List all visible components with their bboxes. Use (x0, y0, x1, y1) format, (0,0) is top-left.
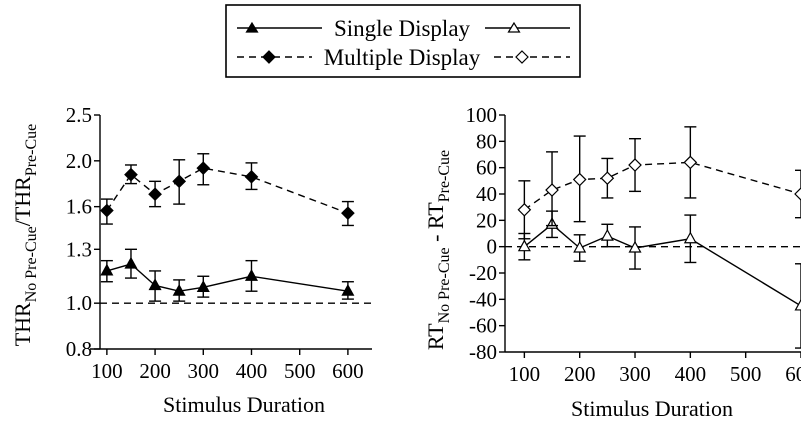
chart-left-series-single-point (100, 263, 114, 276)
chart-left-ylabel: THRNo Pre-Cue/THRPre-Cue (10, 124, 40, 347)
legend-single-label: Single Display (334, 16, 471, 41)
chart-right-series-multiple-point (683, 155, 698, 170)
chart-right-xtick-label: 400 (675, 362, 707, 386)
chart-right-ytick-label: -60 (469, 314, 497, 338)
chart-right-series-multiple-point (794, 187, 801, 201)
chart-left-xtick-label: 300 (188, 359, 220, 383)
chart-left-ytick-label: 0.8 (66, 337, 92, 361)
chart-right: RTNo Pre-Cue - RTPre-Cue -80-60 -40-200 20… (423, 103, 801, 421)
chart-left-ylabel-text: THRNo Pre-Cue/THRPre-Cue (10, 124, 40, 347)
legend-multiple-marker-filled (262, 50, 276, 64)
chart-right-ylabel-sep: - RT (423, 202, 448, 248)
chart-left-series-single-point (172, 283, 186, 296)
chart-right-series-single-line (523, 223, 801, 307)
chart-right-ylabel-main: RT (423, 323, 448, 350)
chart-left-series-single-line (106, 263, 349, 292)
chart-left-xlabel: Stimulus Duration (163, 392, 325, 417)
chart-right-ytick-label: 40 (476, 182, 497, 206)
chart-left-axes: 0.8 1.0 1.3 1.6 2.0 2.5 100 200 300 400 500 600 (66, 103, 372, 383)
legend-multiple-marker-open (515, 50, 529, 64)
chart-left-series-multiple-point (148, 187, 162, 202)
chart-right-xtick-label: 500 (730, 362, 762, 386)
chart-right-series-multiple-line (523, 161, 801, 211)
legend-entry-multiple: Multiple Display (237, 45, 570, 70)
chart-left-series-multiple-point (100, 203, 114, 218)
chart-right-xtick-label: 300 (619, 362, 651, 386)
chart-right-series-single-point (600, 228, 614, 241)
chart-right-series-multiple-point (600, 171, 615, 186)
legend-entry-single: Single Display (237, 16, 570, 41)
legend-single-marker-open (507, 21, 521, 33)
chart-left-xtick-label: 500 (284, 359, 316, 383)
chart-left-ytick-label: 1.6 (66, 195, 92, 219)
chart-left-ylabel-sub1: No Pre-Cue (23, 226, 40, 302)
chart-right-xtick-label: 200 (564, 362, 596, 386)
chart-left-series-multiple-point (172, 174, 187, 189)
legend-single-marker-filled (245, 21, 259, 33)
chart-left-xtick-label: 200 (139, 359, 171, 383)
chart-right-ylabel: RTNo Pre-Cue - RTPre-Cue (423, 150, 453, 350)
chart-left-series-single-point (148, 278, 162, 291)
chart-right-ytick-label: 60 (476, 156, 497, 180)
legend: Single Display Multiple Display (225, 4, 581, 78)
chart-right-series-single-point (628, 240, 642, 253)
chart-left-ylabel-sep: /THR (10, 176, 35, 226)
chart-right-ytick-label: 100 (466, 103, 498, 127)
chart-left-series-single-point (341, 283, 355, 296)
chart-right-xtick-label: 100 (509, 362, 541, 386)
chart-right-ytick-label: -40 (469, 287, 497, 311)
chart-right-series-multiple-point (572, 172, 587, 187)
chart-left-ytick-label: 2.0 (66, 149, 92, 173)
chart-right-xlabel: Stimulus Duration (571, 396, 733, 421)
chart-left-series-multiple-point (341, 206, 355, 221)
chart-right-series-multiple-point (517, 202, 532, 217)
chart-right-ytick-label: 0 (487, 235, 498, 259)
chart-left: THRNo Pre-Cue/THRPre-Cue 0.8 1.0 1.3 1.6 2.0… (10, 103, 372, 417)
chart-left-xtick-label: 100 (91, 359, 123, 383)
legend-multiple-label: Multiple Display (324, 45, 481, 70)
chart-left-series-single-point (196, 280, 210, 292)
chart-right-ytick-label: 20 (476, 208, 497, 232)
chart-right-series-multiple-point (545, 183, 559, 197)
chart-left-ylabel-main: THR (10, 302, 35, 346)
chart-right-ylabel-sub1: No Pre-Cue (436, 247, 453, 323)
chart-left-series-multiple-point (196, 161, 211, 175)
chart-right-ytick-label: -20 (469, 261, 497, 285)
chart-right-ylabel-sub2: Pre-Cue (436, 150, 453, 202)
chart-left-series-multiple-line (106, 167, 349, 214)
chart-right-series-multiple-point (628, 158, 642, 172)
chart-right-series-single-point (794, 298, 801, 311)
chart-left-ytick-label: 1.3 (66, 237, 92, 261)
chart-left-ylabel-sub2: Pre-Cue (23, 124, 40, 176)
chart-right-series-single-point (683, 231, 697, 244)
chart-left-ytick-label: 1.0 (66, 291, 92, 315)
chart-right-series-single-point (517, 239, 531, 252)
chart-right-ytick-label: 80 (476, 129, 497, 153)
legend-box (225, 4, 581, 78)
chart-left-ytick-label: 2.5 (66, 103, 92, 127)
chart-left-series-single-point (244, 269, 259, 281)
chart-right-xtick-label: 600 (785, 362, 801, 386)
chart-left-series-multiple-point (244, 169, 259, 184)
chart-right-ytick-label: -80 (469, 340, 497, 364)
chart-left-xtick-label: 600 (332, 359, 364, 383)
chart-right-ylabel-text: RTNo Pre-Cue - RTPre-Cue (423, 150, 453, 350)
chart-left-xtick-label: 400 (236, 359, 268, 383)
chart-right-series-single-point (573, 240, 587, 253)
chart-left-series-multiple-point (124, 167, 138, 182)
chart-left-series-single-point (124, 256, 138, 269)
